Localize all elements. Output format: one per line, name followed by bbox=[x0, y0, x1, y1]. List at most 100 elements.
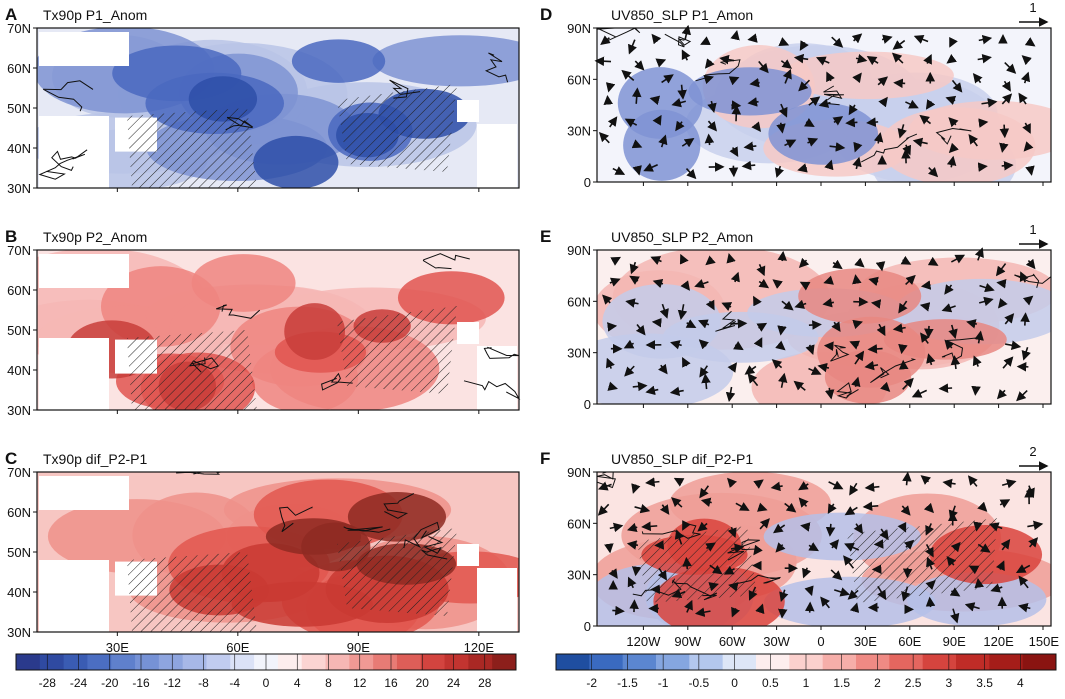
lon-tick-label: 60E bbox=[226, 640, 249, 655]
panel-letter: D bbox=[540, 5, 552, 24]
wind-vector bbox=[978, 166, 986, 167]
lat-tick-label: 0 bbox=[584, 397, 591, 412]
colorbar-swatch bbox=[397, 654, 421, 670]
wind-vector bbox=[930, 598, 931, 607]
colorbar-label: -8 bbox=[198, 676, 209, 690]
colorbar-swatch bbox=[111, 654, 135, 670]
field-blob bbox=[284, 303, 345, 360]
field-blob bbox=[602, 284, 720, 359]
panel-title: UV850_SLP P1_Amon bbox=[611, 7, 753, 23]
land-mask bbox=[457, 322, 479, 344]
colorbar-swatch bbox=[421, 654, 445, 670]
lat-tick-label: 60N bbox=[567, 72, 591, 87]
wind-vector bbox=[975, 388, 976, 394]
wind-vector bbox=[686, 558, 687, 569]
colorbar-label: -20 bbox=[101, 676, 119, 690]
land-mask bbox=[39, 476, 129, 510]
colorbar-label: 3 bbox=[946, 676, 953, 690]
wind-vector bbox=[609, 326, 616, 327]
land-mask bbox=[39, 560, 109, 632]
colorbar-swatch bbox=[589, 654, 623, 670]
colorbar-swatch bbox=[623, 654, 657, 670]
significance-hatching bbox=[127, 330, 257, 410]
colorbar-label: 20 bbox=[416, 676, 430, 690]
colorbar-label: 2.5 bbox=[905, 676, 922, 690]
lat-tick-label: 60N bbox=[7, 283, 31, 298]
colorbar-label: 4 bbox=[1017, 676, 1024, 690]
field-layer bbox=[597, 28, 1065, 206]
lat-tick-label: 0 bbox=[584, 619, 591, 634]
colorbar-swatch bbox=[64, 654, 88, 670]
lon-tick-label: 90W bbox=[674, 634, 701, 649]
colorbar-swatch bbox=[989, 654, 1023, 670]
colorbar-swatch bbox=[206, 654, 230, 670]
colorbar-label: 16 bbox=[384, 676, 398, 690]
wind-vector bbox=[782, 252, 783, 261]
colorbar-swatch bbox=[1023, 654, 1057, 670]
lon-tick-label: 90E bbox=[943, 634, 966, 649]
wind-vector bbox=[781, 327, 782, 334]
lat-tick-label: 90N bbox=[567, 465, 591, 480]
colorbar-swatch bbox=[492, 654, 516, 670]
reference-vector-label: 1 bbox=[1029, 0, 1036, 15]
wind-vector bbox=[609, 544, 610, 551]
colorbar-label: -12 bbox=[164, 676, 182, 690]
colorbar-swatch bbox=[556, 654, 590, 670]
land-mask bbox=[39, 254, 129, 288]
land-mask bbox=[39, 338, 109, 410]
wind-vector bbox=[864, 506, 878, 507]
wind-vector bbox=[906, 151, 907, 164]
colorbar-swatch bbox=[349, 654, 373, 670]
colorbar-label: 2 bbox=[874, 676, 881, 690]
wind-vector bbox=[596, 61, 611, 62]
wind-vector bbox=[636, 568, 637, 575]
colorbar-label: 0.5 bbox=[762, 676, 779, 690]
colorbar-swatch bbox=[689, 654, 723, 670]
colorbar-swatch bbox=[756, 654, 790, 670]
lat-tick-label: 70N bbox=[7, 21, 31, 36]
lon-tick-label: 120E bbox=[464, 640, 495, 655]
reference-vector-label: 2 bbox=[1029, 444, 1036, 459]
colorbar-label: 28 bbox=[478, 676, 492, 690]
colorbar-swatch bbox=[823, 654, 857, 670]
colorbar-label: 1.5 bbox=[833, 676, 850, 690]
colorbar-swatch bbox=[135, 654, 159, 670]
land-mask bbox=[477, 124, 517, 188]
colorbar-swatch bbox=[278, 654, 302, 670]
colorbar-label: 12 bbox=[353, 676, 367, 690]
wind-vector bbox=[731, 105, 739, 106]
panel-title: UV850_SLP P2_Amon bbox=[611, 229, 753, 245]
field-layer bbox=[560, 246, 1065, 422]
field-blob bbox=[884, 319, 1007, 360]
wind-vector bbox=[709, 135, 710, 145]
wind-vector bbox=[731, 323, 746, 324]
significance-hatching bbox=[127, 552, 257, 632]
lat-tick-label: 70N bbox=[7, 465, 31, 480]
colorbar-swatch bbox=[468, 654, 492, 670]
colorbar-label: -4 bbox=[229, 676, 240, 690]
wind-vector bbox=[1025, 314, 1026, 326]
lat-tick-label: 50N bbox=[7, 323, 31, 338]
panel-title: Tx90p dif_P2-P1 bbox=[43, 451, 147, 467]
wind-vector bbox=[868, 122, 878, 123]
wind-vector bbox=[847, 122, 858, 123]
lat-tick-label: 30N bbox=[7, 625, 31, 640]
wind-vector bbox=[782, 609, 783, 617]
wind-vector bbox=[653, 322, 659, 323]
lat-tick-label: 30N bbox=[567, 568, 591, 583]
wind-vector bbox=[736, 106, 737, 121]
colorbar-swatch bbox=[923, 654, 957, 670]
lon-tick-label: 90E bbox=[347, 640, 370, 655]
wind-vector bbox=[873, 303, 880, 304]
colorbar-swatch bbox=[159, 654, 183, 670]
significance-hatching bbox=[127, 108, 257, 188]
lon-tick-label: 120W bbox=[626, 634, 661, 649]
colorbar-label: 24 bbox=[447, 676, 461, 690]
lat-tick-label: 30N bbox=[7, 403, 31, 418]
colorbar-label: -1.5 bbox=[617, 676, 638, 690]
colorbar-label: -28 bbox=[39, 676, 57, 690]
lat-tick-label: 30N bbox=[7, 181, 31, 196]
